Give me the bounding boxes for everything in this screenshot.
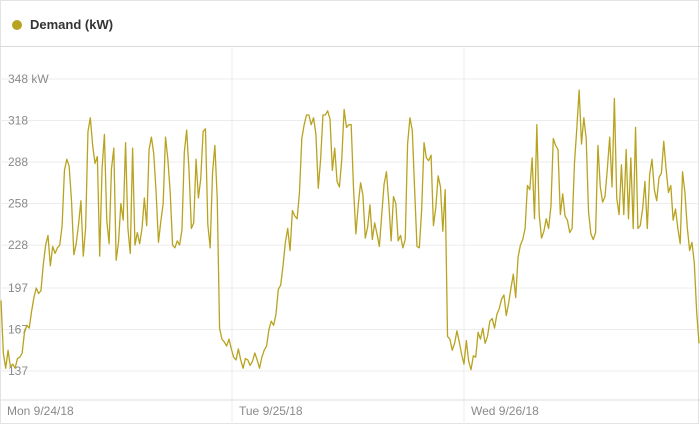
- legend-dot-icon: [12, 19, 22, 30]
- legend-bar: Demand (kW): [0, 0, 700, 47]
- y-tick-label: 288: [8, 155, 28, 169]
- y-tick-label: 228: [8, 238, 28, 252]
- y-tick-label: 348 kW: [8, 72, 49, 86]
- x-tick-label: Mon 9/24/18: [7, 404, 74, 418]
- y-tick-label: 167: [8, 322, 28, 336]
- x-tick-label: Tue 9/25/18: [239, 404, 303, 418]
- y-tick-label: 137: [8, 364, 28, 378]
- y-tick-label: 258: [8, 197, 28, 211]
- y-tick-label: 318: [8, 114, 28, 128]
- y-tick-label: 197: [8, 281, 28, 295]
- series-line-demand: [0, 89, 700, 371]
- legend-item-demand[interactable]: Demand (kW): [12, 17, 113, 32]
- x-tick-label: Wed 9/26/18: [471, 404, 539, 418]
- legend-label: Demand (kW): [30, 17, 114, 32]
